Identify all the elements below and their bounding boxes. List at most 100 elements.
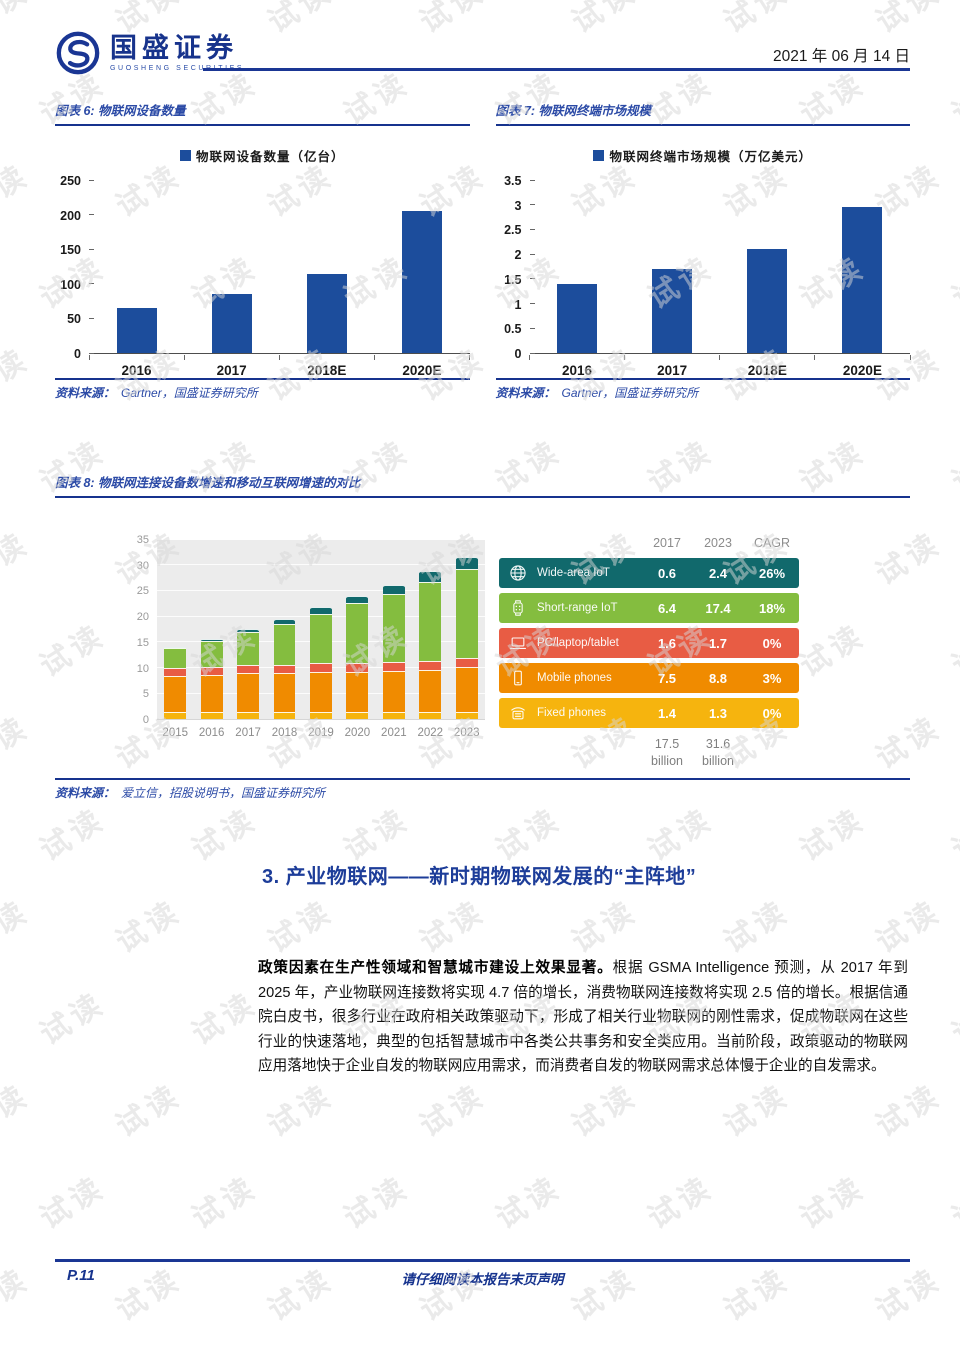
x-tick-label: 2016 <box>121 363 152 378</box>
segment-wide-area-iot <box>273 619 296 624</box>
figure-8-source: 资料来源： 爱立信，招股说明书，国盛证券研究所 <box>55 780 910 801</box>
bar-2018E <box>747 249 788 353</box>
y-tick-mark <box>529 303 535 305</box>
table-row-laptop: PC/laptop/tablet 1.6 1.7 0% <box>499 628 799 658</box>
y-tick-mark <box>89 283 94 285</box>
segment-pc-laptop-tablet <box>237 665 260 674</box>
row-value: 1.4 <box>657 705 677 721</box>
chart6-plot-area: 0 50 100 150 200 250 <box>55 174 470 361</box>
smartwatch-icon <box>499 598 537 618</box>
bar-2017 <box>211 293 252 353</box>
x-tick-label: 2019 <box>308 727 334 739</box>
y-tick-mark <box>529 253 535 255</box>
table-row-smartwatch: Short-range IoT 6.4 17.4 18% <box>499 593 799 623</box>
row-label: PC/laptop/tablet <box>537 637 619 649</box>
segment-mobile-phones <box>382 671 405 713</box>
x-tick-label: 2017 <box>235 727 261 739</box>
bars-area <box>89 181 470 353</box>
row-value: 0% <box>762 635 782 651</box>
column-header-cagr: CAGR <box>753 536 791 550</box>
y-tick-label: 50 <box>67 312 81 327</box>
chart6-y-axis: 0 50 100 150 200 250 <box>55 174 89 361</box>
x-tick-mark <box>469 355 470 360</box>
segment-wide-area-iot <box>310 607 332 614</box>
figure-8-source-rule <box>55 777 910 780</box>
segment-fixed-phones <box>310 711 332 719</box>
segment-wide-area-iot <box>419 571 442 583</box>
y-tick-mark <box>89 352 94 354</box>
row-value: 26% <box>758 565 786 581</box>
figure-7-source-rule <box>495 378 910 380</box>
x-tick-label: 2020E <box>402 363 442 378</box>
figure-7: 图表 7: 物联网终端市场规模 物联网终端市场规模（万亿美元） 0 0.5 1 1.5… <box>495 100 911 401</box>
stacked-bar-2016 <box>200 639 223 719</box>
segment-pc-laptop-tablet <box>346 662 369 672</box>
chart7-legend: 物联网终端市场规模（万亿美元） <box>496 146 911 165</box>
figure-6-title-rule <box>55 124 470 126</box>
source-text: Gartner，国盛证券研究所 <box>561 386 699 400</box>
fixed-phone-icon <box>499 703 537 723</box>
stacked-bar-2020 <box>346 595 369 719</box>
iot-growth-comparison-chart: 0 5 10 15 20 25 30 35 2015 2016 2017 2018 2019 2020 2… <box>55 512 910 770</box>
brand-name-en: GUOSHENG SECURITIES <box>110 64 245 72</box>
bar-2020E <box>401 211 442 353</box>
x-tick-mark <box>719 355 721 360</box>
row-value: 1.7 <box>708 635 728 651</box>
segment-fixed-phones <box>200 712 223 719</box>
segment-pc-laptop-tablet <box>164 668 187 676</box>
y-tick-label: 30 <box>136 559 149 572</box>
chart6-legend: 物联网设备数量（亿台） <box>55 146 470 165</box>
y-tick-mark <box>89 179 94 181</box>
row-value: 1.6 <box>657 635 677 651</box>
figure-8-title: 图表 8: 物联网连接设备数增速和移动互联网增速的对比 <box>55 476 361 490</box>
report-date: 2021 年 06 月 14 日 <box>773 48 910 65</box>
y-tick-label: 250 <box>60 174 81 188</box>
segment-fixed-phones <box>164 712 187 719</box>
device-categories-table: 2017 2023 CAGR Wide-area IoT 0.6 2.4 26% Short-… <box>499 534 799 770</box>
x-tick-label: 2017 <box>216 363 247 378</box>
segment-short-range-iot <box>273 623 296 665</box>
row-label: Wide-area IoT <box>537 567 610 579</box>
bar-2016 <box>557 283 598 353</box>
y-tick-label: 35 <box>136 534 149 546</box>
chart6-plot <box>88 179 470 360</box>
table-row-globe: Wide-area IoT 0.6 2.4 26% <box>499 558 799 588</box>
footer-disclaimer: 请仔细阅读本报告末页声明 <box>401 1272 564 1287</box>
page-number: P.11 <box>67 1267 95 1284</box>
segment-mobile-phones <box>200 674 223 713</box>
bar-slot <box>193 540 229 719</box>
segment-mobile-phones <box>237 673 260 712</box>
segment-wide-area-iot <box>455 556 478 569</box>
source-text: 爱立信，招股说明书，国盛证券研究所 <box>121 785 326 800</box>
figures-row: 图表 6: 物联网设备数量 物联网设备数量（亿台） 0 50 100 150 200 25… <box>55 100 911 401</box>
bar-slot <box>530 181 625 353</box>
y-tick-mark <box>529 204 535 206</box>
row-label: Mobile phones <box>537 672 612 684</box>
row-value: 2.4 <box>708 565 728 581</box>
chart6-x-axis: 2016 2017 2018E 2020E <box>89 354 470 378</box>
column-header-2023: 2023 <box>704 536 732 550</box>
bar-slot <box>266 540 302 719</box>
page-footer: P.11 请仔细阅读本报告末页声明 <box>55 1267 910 1289</box>
segment-short-range-iot <box>419 582 442 661</box>
stacked-bar-2017 <box>237 629 260 719</box>
footer-divider <box>55 1259 910 1262</box>
row-label: Fixed phones <box>537 707 607 719</box>
stacked-bar-2021 <box>382 584 405 719</box>
bar-slot <box>412 540 448 719</box>
legend-label: 物联网设备数量（亿台） <box>195 150 345 164</box>
row-value: 8.8 <box>708 670 728 686</box>
stacked-x-axis: 2015 2016 2017 2018 2019 2020 2021 2022 2023 <box>157 720 485 739</box>
stacked-bar-2018 <box>273 619 296 719</box>
y-tick-mark <box>89 214 94 216</box>
chart7-plot-area: 0 0.5 1 1.5 2 2.5 3 3.5 <box>496 174 911 361</box>
y-tick-label: 0 <box>514 347 522 361</box>
segment-mobile-phones <box>419 669 442 713</box>
segment-mobile-phones <box>164 675 187 713</box>
bar-slot <box>374 181 469 353</box>
table-row-fixed-phone: Fixed phones 1.4 1.3 0% <box>499 698 799 728</box>
figure-7-title-rule <box>495 124 910 126</box>
bar-slot <box>157 540 193 719</box>
y-tick-label: 2.5 <box>504 223 522 238</box>
bar-slot <box>720 181 815 353</box>
